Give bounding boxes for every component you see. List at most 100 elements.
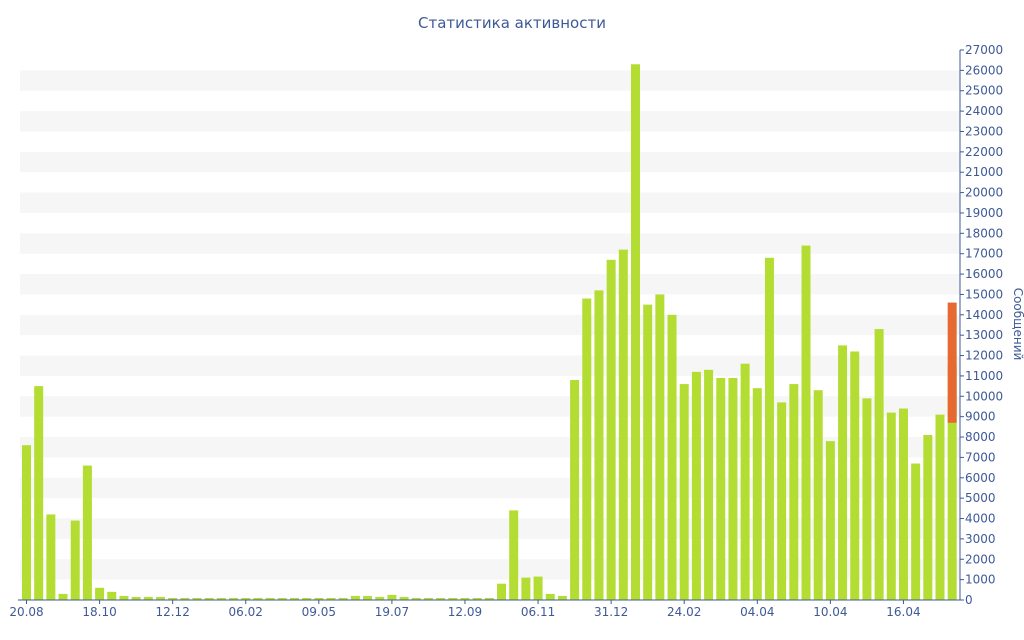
y-tick-label: 8000 <box>965 430 996 444</box>
bar <box>813 390 823 600</box>
bar <box>764 257 774 600</box>
bar <box>192 597 202 600</box>
bar <box>838 345 848 600</box>
y-tick-label: 7000 <box>965 450 996 464</box>
y-tick-label: 20000 <box>965 186 1003 200</box>
bar <box>82 465 92 600</box>
bar <box>387 594 397 600</box>
bar <box>850 351 860 600</box>
x-tick-label: 09.05 <box>302 605 336 619</box>
y-tick-label: 27000 <box>965 43 1003 57</box>
bar <box>497 583 507 600</box>
bars-group <box>22 64 957 600</box>
bar <box>655 294 665 600</box>
bar <box>947 365 957 600</box>
y-tick-label: 4000 <box>965 512 996 526</box>
bar <box>34 386 44 600</box>
y-tick-label: 10000 <box>965 389 1003 403</box>
bar <box>180 597 190 600</box>
bar <box>594 290 604 600</box>
bar <box>557 595 567 600</box>
bar <box>399 596 409 600</box>
bar <box>22 445 31 600</box>
bar <box>265 597 275 600</box>
bar <box>436 597 446 600</box>
bar <box>789 384 799 600</box>
y-tick-label: 15000 <box>965 287 1003 301</box>
bar <box>216 597 226 600</box>
x-tick-label: 06.02 <box>229 605 263 619</box>
x-tick-label: 04.04 <box>740 605 774 619</box>
bar <box>375 596 385 600</box>
bar <box>911 463 921 600</box>
y-tick-label: 23000 <box>965 124 1003 138</box>
bar <box>119 595 129 600</box>
bar <box>886 412 896 600</box>
bar <box>777 402 787 600</box>
bar <box>704 369 714 600</box>
y-tick-label: 0 <box>965 593 973 607</box>
grid-band <box>20 233 960 254</box>
bar <box>484 597 494 600</box>
bar <box>229 597 239 600</box>
y-axis-label: Сообщений <box>1011 288 1024 361</box>
bar <box>728 377 738 600</box>
x-tick-label: 12.12 <box>155 605 189 619</box>
bar <box>289 597 299 600</box>
bar <box>618 249 628 600</box>
bar <box>752 388 762 600</box>
grid-band <box>20 314 960 336</box>
grid-bands <box>20 70 960 580</box>
x-tick-label: 18.10 <box>82 605 116 619</box>
bar <box>631 64 640 600</box>
y-tick-label: 26000 <box>965 63 1003 77</box>
y-tick-label: 25000 <box>965 84 1003 98</box>
y-tick-label: 16000 <box>965 267 1003 281</box>
bar <box>509 510 519 600</box>
y-tick-label: 3000 <box>965 532 996 546</box>
bar <box>448 597 458 600</box>
bar <box>204 597 214 600</box>
bar <box>691 371 701 600</box>
y-tick-label: 22000 <box>965 145 1003 159</box>
bar <box>241 597 251 600</box>
bar <box>302 597 312 600</box>
bar <box>521 577 531 600</box>
bar <box>411 597 421 600</box>
y-tick-label: 5000 <box>965 491 996 505</box>
bar <box>874 329 884 600</box>
grid-band <box>20 111 960 132</box>
bar <box>70 520 80 600</box>
bar <box>253 597 263 600</box>
y-tick-label: 19000 <box>965 206 1003 220</box>
current-period-bar <box>947 302 957 423</box>
x-tick-label: 12.09 <box>448 605 482 619</box>
x-tick-label: 16.04 <box>886 605 920 619</box>
y-tick-label: 21000 <box>965 165 1003 179</box>
y-tick-label: 11000 <box>965 369 1003 383</box>
bar <box>107 591 117 600</box>
y-tick-label: 14000 <box>965 308 1003 322</box>
y-tick-label: 6000 <box>965 471 996 485</box>
bar <box>155 596 165 600</box>
y-tick-label: 17000 <box>965 247 1003 261</box>
bar <box>679 384 689 600</box>
bar <box>533 576 543 600</box>
grid-band <box>20 151 960 173</box>
bar <box>740 363 750 600</box>
chart-title: Статистика активности <box>418 14 606 32</box>
bar <box>168 597 178 600</box>
y-tick-label: 12000 <box>965 349 1003 363</box>
bar <box>472 597 482 600</box>
bar <box>326 597 336 600</box>
grid-band <box>20 274 960 295</box>
bar <box>716 377 726 600</box>
bar <box>423 597 433 600</box>
x-tick-label: 24.02 <box>667 605 701 619</box>
y-tick-label: 2000 <box>965 552 996 566</box>
grid-band <box>20 355 960 376</box>
y-tick-label: 13000 <box>965 328 1003 342</box>
y-tick-label: 24000 <box>965 104 1003 118</box>
x-tick-label: 06.11 <box>521 605 555 619</box>
